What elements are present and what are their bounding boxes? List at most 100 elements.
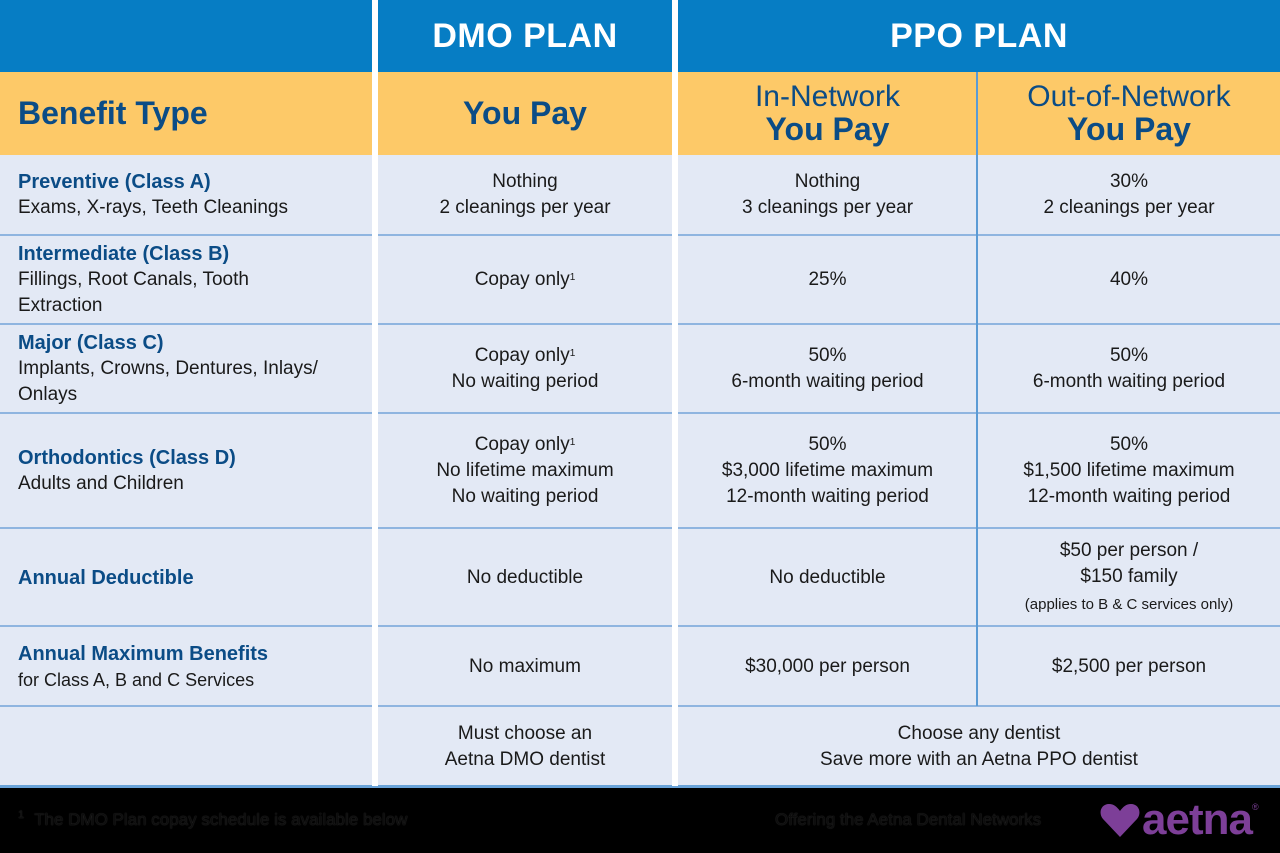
- in-network-label: In-Network: [754, 80, 901, 113]
- cell-line: $3,000 lifetime maximum: [721, 460, 934, 481]
- table-row-preventive: Preventive (Class A) Exams, X-rays, Teet…: [18, 155, 372, 235]
- cell-line: Must choose an: [457, 722, 593, 744]
- out-network-cell: 30% 2 cleanings per year: [978, 155, 1280, 235]
- cell-line: Nothing: [794, 171, 861, 192]
- benefit-name: Annual Maximum Benefits: [18, 642, 269, 665]
- in-network-cell: 50% $3,000 lifetime maximum 12-month wai…: [678, 414, 977, 528]
- cell-line: 30%: [1109, 171, 1149, 192]
- cell-line: Nothing: [492, 171, 558, 192]
- row-divider: [0, 234, 1280, 236]
- dmo-cell: Copay only1 No lifetime maximum No waiti…: [378, 414, 672, 528]
- cell-line: Copay only1: [475, 432, 576, 458]
- out-network-cell: 50% $1,500 lifetime maximum 12-month wai…: [978, 414, 1280, 528]
- in-network-cell: Nothing 3 cleanings per year: [678, 155, 977, 235]
- subheader-row: [0, 72, 1280, 155]
- benefit-name: Major (Class C): [18, 331, 164, 354]
- cell-line: 40%: [1109, 269, 1149, 290]
- benefit-name: Preventive (Class A): [18, 171, 211, 193]
- cell-line: No deductible: [769, 566, 886, 588]
- cell-line: $50 per person /: [1059, 539, 1199, 561]
- cell-line: 50%: [808, 344, 847, 366]
- cell-line: 6-month waiting period: [731, 370, 924, 392]
- table-row-intermediate: Intermediate (Class B) Fillings, Root Ca…: [18, 236, 372, 324]
- out-network-label: Out-of-Network: [1027, 80, 1231, 113]
- dmo-plan-title: DMO PLAN: [432, 16, 618, 55]
- dmo-you-pay-header: You Pay: [378, 72, 672, 155]
- in-network-cell: No deductible: [678, 529, 977, 626]
- cell-line: 12-month waiting period: [1027, 486, 1231, 507]
- out-network-cell: $50 per person / $150 family (applies to…: [978, 529, 1280, 626]
- table-row-orthodontics: Orthodontics (Class D) Adults and Childr…: [18, 414, 372, 528]
- cell-line: Aetna DMO dentist: [444, 748, 606, 770]
- in-network-cell: 50% 6-month waiting period: [678, 325, 977, 412]
- dmo-cell: Copay only1 No waiting period: [378, 325, 672, 412]
- column-divider: [672, 0, 678, 786]
- networks-text: Offering the Aetna Dental Networks: [775, 808, 1041, 832]
- footnote-marker: 1: [18, 809, 25, 821]
- cell-line: Copay only1: [475, 343, 576, 369]
- footnote-text: The DMO Plan copay schedule is available…: [34, 810, 408, 829]
- cell-line: No lifetime maximum: [436, 460, 614, 481]
- cell-line: $30,000 per person: [745, 655, 910, 677]
- table-row-annual-maximum: Annual Maximum Benefits for Class A, B a…: [18, 627, 372, 706]
- out-network-cell: 50% 6-month waiting period: [978, 325, 1280, 412]
- heart-icon: [1100, 804, 1140, 837]
- table-row-major: Major (Class C) Implants, Crowns, Dentur…: [18, 325, 372, 412]
- cell-line: 2 cleanings per year: [1043, 197, 1215, 218]
- out-network-you-pay-label: You Pay: [1067, 111, 1191, 147]
- cell-line: No deductible: [466, 566, 584, 588]
- dmo-cell: Copay only1: [378, 236, 672, 324]
- networks-label: Offering the Aetna Dental Networks: [775, 810, 1042, 829]
- dmo-dentist-cell: Must choose an Aetna DMO dentist: [378, 707, 672, 786]
- cell-line: 50%: [808, 434, 847, 455]
- cell-line: 50%: [1109, 434, 1149, 455]
- cell-text: Copay only: [474, 344, 570, 366]
- table-body: [0, 155, 1280, 787]
- in-network-cell: $30,000 per person: [678, 627, 977, 706]
- out-network-cell: $2,500 per person: [978, 627, 1280, 706]
- footnote-ref: 1: [569, 272, 576, 283]
- cell-line: 12-month waiting period: [726, 486, 929, 507]
- footnote: 1 The DMO Plan copay schedule is availab…: [18, 808, 407, 832]
- cell-line: Choose any dentist: [897, 722, 1061, 744]
- cell-line: $150 family: [1080, 565, 1178, 587]
- cell-line: Save more with an Aetna PPO dentist: [820, 748, 1138, 770]
- footnote-ref: 1: [569, 437, 576, 448]
- footnote-ref: 1: [569, 347, 576, 359]
- benefit-desc: Extraction: [18, 295, 103, 316]
- in-network-header: In-Network You Pay: [678, 72, 977, 155]
- cell-line: 2 cleanings per year: [439, 197, 611, 218]
- aetna-wordmark: aetna: [1142, 795, 1253, 844]
- benefit-desc: Implants, Crowns, Dentures, Inlays/: [18, 357, 318, 379]
- ppo-plan-header: PPO PLAN: [678, 0, 1280, 72]
- deductible-note: (applies to B & C services only): [1024, 595, 1234, 613]
- table-bottom-border: [0, 785, 1280, 788]
- benefit-type-header: Benefit Type: [18, 72, 368, 155]
- dmo-plan-header: DMO PLAN: [378, 0, 672, 72]
- row-divider: [0, 412, 1280, 414]
- registered-mark: ®: [1251, 802, 1259, 812]
- benefit-desc: for Class A, B and C Services: [18, 669, 255, 690]
- cell-line: No waiting period: [451, 486, 599, 507]
- dmo-cell: Nothing 2 cleanings per year: [378, 155, 672, 235]
- row-divider: [0, 705, 1280, 707]
- out-network-header: Out-of-Network You Pay: [978, 72, 1280, 155]
- dmo-cell: No deductible: [378, 529, 672, 626]
- dmo-cell: No maximum: [378, 627, 672, 706]
- cell-line: No waiting period: [451, 370, 599, 392]
- cell-line: $2,500 per person: [1051, 655, 1207, 677]
- cell-text: Copay only: [474, 269, 570, 290]
- cell-line: 50%: [1109, 344, 1149, 366]
- column-divider: [976, 72, 978, 706]
- cell-line: No maximum: [469, 655, 581, 677]
- table-row-annual-deductible: Annual Deductible: [18, 529, 372, 626]
- benefit-desc: Fillings, Root Canals, Tooth: [18, 269, 249, 290]
- cell-text: Copay only: [474, 434, 570, 455]
- benefit-name: Orthodontics (Class D): [18, 447, 236, 469]
- in-network-you-pay-label: You Pay: [765, 111, 890, 147]
- aetna-logo: aetna ®: [1100, 798, 1259, 842]
- in-network-cell: 25%: [678, 236, 977, 324]
- benefit-type-label: Benefit Type: [18, 95, 208, 131]
- benefit-desc: Adults and Children: [18, 473, 184, 494]
- row-divider: [0, 323, 1280, 325]
